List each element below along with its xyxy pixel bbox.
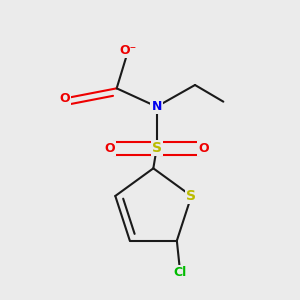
Text: S: S (152, 141, 162, 155)
Text: S: S (186, 189, 197, 203)
Text: O⁻: O⁻ (120, 44, 137, 56)
Text: O: O (60, 92, 70, 105)
Text: N: N (152, 100, 162, 113)
Text: O: O (198, 142, 208, 155)
Text: O: O (105, 142, 115, 155)
Text: Cl: Cl (174, 266, 187, 279)
